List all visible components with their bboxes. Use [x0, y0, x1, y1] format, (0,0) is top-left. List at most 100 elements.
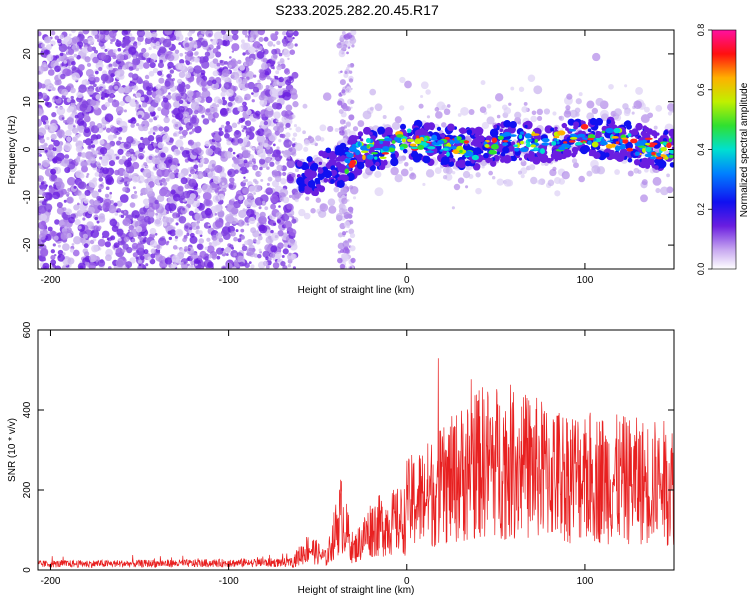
noise-speckle	[45, 44, 52, 51]
noise-speckle	[137, 259, 143, 264]
spectrogram-ylabel: Frequency (Hz)	[7, 116, 18, 185]
noise-speckle	[193, 185, 198, 191]
noise-speckle	[148, 105, 155, 113]
noise-speckle	[84, 56, 91, 63]
signal-halo	[566, 93, 573, 100]
signal-halo	[586, 170, 593, 177]
noise-speckle	[251, 158, 256, 163]
noise-speckle	[196, 187, 202, 194]
signal-halo	[420, 81, 429, 90]
noise-speckle	[141, 47, 147, 54]
noise-speckle	[122, 38, 130, 46]
signal-body	[411, 150, 419, 158]
signal-peak	[668, 154, 674, 159]
noise-speckle	[131, 175, 139, 183]
noise-speckle	[38, 182, 42, 186]
signal-body	[318, 175, 324, 181]
signal-peak	[530, 133, 540, 136]
signal-halo	[460, 106, 469, 116]
signal-peak	[348, 146, 357, 152]
signal-halo	[409, 172, 417, 180]
noise-speckle	[166, 210, 170, 214]
noise-speckle	[148, 202, 154, 208]
noise-speckle	[63, 199, 67, 203]
noise-speckle	[246, 223, 250, 226]
signal-body	[335, 161, 342, 168]
noise-speckle	[248, 160, 253, 165]
noise-speckle	[42, 159, 50, 168]
noise-speckle	[63, 142, 72, 152]
noise-speckle	[225, 120, 231, 126]
noise-speckle	[73, 204, 80, 211]
noise-speckle	[228, 136, 233, 141]
noise-speckle	[254, 180, 259, 185]
noise-speckle	[122, 217, 132, 227]
noise-speckle	[143, 215, 151, 223]
signal-body	[571, 152, 577, 158]
noise-speckle	[131, 238, 136, 243]
noise-speckle	[155, 212, 158, 216]
noise-speckle	[65, 129, 72, 137]
noise-speckle	[43, 36, 52, 44]
noise-speckle	[289, 49, 296, 55]
noise-speckle	[157, 107, 162, 112]
noise-speckle	[264, 244, 272, 252]
noise-speckle	[282, 91, 292, 101]
noise-speckle	[107, 97, 114, 103]
noise-speckle	[260, 178, 264, 182]
noise-speckle	[221, 99, 228, 106]
noise-speckle	[96, 134, 102, 140]
noise-speckle	[239, 261, 245, 267]
noise-speckle	[291, 172, 296, 178]
noise-speckle	[50, 168, 56, 175]
noise-speckle	[109, 218, 118, 227]
signal-halo	[294, 191, 302, 199]
noise-speckle	[177, 185, 184, 192]
noise-speckle	[237, 219, 245, 227]
noise-speckle	[56, 38, 62, 44]
noise-speckle	[220, 229, 228, 237]
noise-speckle	[38, 70, 41, 75]
noise-speckle	[148, 46, 152, 51]
noise-speckle	[254, 110, 261, 116]
colorbar: 0.0 0.2 0.4 0.6 0.8 Normalized spectral ampl…	[696, 24, 750, 276]
noise-speckle	[162, 134, 171, 143]
noise-speckle	[153, 245, 157, 249]
signal-halo	[644, 167, 649, 173]
noise-speckle	[341, 31, 346, 35]
noise-speckle	[167, 73, 172, 79]
noise-speckle	[171, 118, 177, 124]
noise-speckle	[158, 126, 164, 132]
noise-speckle	[129, 36, 135, 42]
signal-body	[307, 180, 316, 188]
noise-speckle	[46, 150, 56, 160]
signal-halo	[390, 166, 399, 176]
signal-body	[377, 144, 383, 149]
noise-speckle	[117, 47, 122, 52]
signal-peak	[497, 135, 504, 141]
signal-peak	[431, 141, 437, 146]
noise-speckle	[189, 96, 193, 100]
signal-body	[518, 157, 523, 161]
signal-body	[440, 133, 446, 138]
noise-speckle	[140, 96, 145, 101]
signal-halo	[631, 111, 635, 115]
noise-speckle	[231, 50, 235, 53]
noise-speckle	[224, 150, 232, 159]
noise-speckle	[70, 102, 76, 108]
noise-speckle	[170, 264, 176, 269]
noise-speckle	[265, 85, 270, 89]
signal-halo	[350, 114, 354, 118]
signal-peak	[575, 143, 581, 146]
noise-speckle	[348, 70, 353, 74]
noise-speckle	[272, 96, 277, 101]
noise-speckle	[246, 109, 252, 116]
signal-body	[561, 122, 568, 129]
signal-body	[448, 160, 455, 167]
noise-speckle	[269, 161, 275, 167]
noise-speckle	[98, 124, 102, 128]
signal-halo	[608, 83, 614, 90]
noise-speckle	[187, 66, 194, 73]
noise-speckle	[245, 169, 249, 174]
spectrogram-x-tick-label: 0	[404, 275, 410, 286]
